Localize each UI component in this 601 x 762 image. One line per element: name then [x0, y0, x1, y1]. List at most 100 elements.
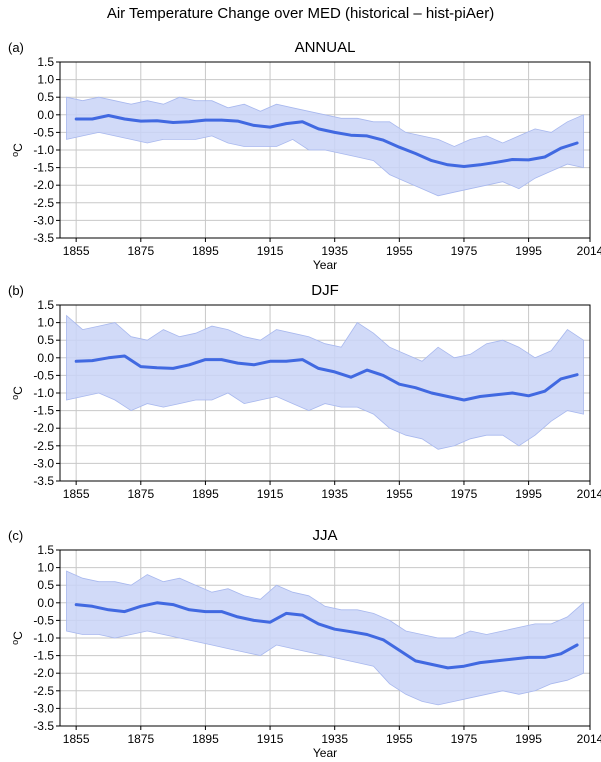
mean-point: [139, 365, 142, 368]
mean-point: [446, 163, 450, 166]
y-axis-title: oC: [10, 143, 25, 157]
y-tick-label: -1.0: [33, 386, 54, 400]
mean-point: [559, 377, 563, 381]
mean-point: [204, 118, 207, 122]
mean-point: [123, 117, 126, 121]
mean-point: [91, 359, 94, 362]
mean-point: [430, 663, 433, 666]
x-tick-label: 1855: [63, 487, 90, 501]
mean-point: [495, 393, 498, 396]
x-tick-label: 1875: [127, 732, 154, 746]
mean-point: [381, 638, 385, 641]
mean-point: [91, 117, 94, 121]
mean-point: [381, 138, 385, 142]
y-tick-label: -3.0: [33, 213, 54, 227]
y-axis-title-text: oC: [10, 143, 25, 157]
y-tick-label: -0.5: [33, 613, 54, 627]
mean-point: [511, 657, 514, 661]
mean-point: [478, 395, 482, 398]
mean-point: [575, 373, 579, 376]
mean-point: [398, 649, 401, 652]
mean-point: [462, 664, 466, 668]
y-tick-label: -3.5: [33, 231, 54, 245]
x-tick-label: 1895: [192, 732, 219, 746]
mean-point: [139, 119, 142, 123]
y-tick-label: 1.0: [37, 73, 54, 87]
mean-point: [220, 610, 223, 613]
mean-point: [430, 391, 433, 395]
y-tick-label: 0.5: [37, 578, 54, 592]
mean-point: [511, 391, 514, 395]
mean-point: [365, 134, 369, 138]
y-axis-title-text: oC: [10, 386, 25, 400]
mean-point: [171, 603, 175, 606]
mean-point: [575, 141, 579, 145]
mean-point: [107, 608, 110, 612]
mean-point: [349, 630, 353, 633]
mean-point: [139, 605, 142, 608]
mean-point: [381, 374, 385, 377]
x-tick-label: 1895: [192, 244, 219, 258]
mean-point: [398, 145, 401, 149]
x-tick-label: 1855: [63, 244, 90, 258]
mean-point: [543, 390, 546, 393]
spread-band: [66, 314, 584, 450]
panel-letter: (a): [8, 40, 24, 55]
mean-line: [74, 601, 579, 670]
mean-point: [107, 356, 110, 359]
mean-point: [268, 620, 272, 624]
mean-point: [285, 612, 288, 615]
mean-point: [317, 367, 320, 370]
unit-label: C: [11, 386, 25, 395]
mean-point: [74, 117, 78, 121]
mean-point: [317, 622, 320, 626]
mean-point: [236, 119, 239, 123]
mean-point: [204, 358, 207, 361]
mean-point: [495, 659, 498, 663]
mean-point: [123, 610, 126, 613]
x-tick-label: 1915: [257, 732, 284, 746]
mean-point: [575, 643, 579, 647]
panel-jja-chart: 1.5 1.0 0.5 0.0 -0.5 -1.0 -1.5 -2.0 -2.5 -3.0 -3.5…: [8, 527, 601, 760]
x-tick-label: 1895: [192, 487, 219, 501]
degree-sign: o: [10, 395, 20, 400]
y-tick-label: -1.0: [33, 143, 54, 157]
y-tick-label: -1.5: [33, 649, 54, 663]
mean-point: [365, 633, 369, 636]
x-tick-label: 1935: [321, 487, 348, 501]
mean-point: [74, 603, 78, 606]
degree-sign: o: [10, 640, 20, 645]
panel-annual-chart: 1.5 1.0 0.5 0.0 -0.5 -1.0 -1.5 -2.0 -2.5 -3.0 -3.5…: [8, 39, 601, 272]
y-tick-label: 0.0: [37, 351, 54, 365]
mean-point: [188, 120, 191, 124]
mean-point: [252, 124, 256, 127]
mean-point: [155, 601, 159, 604]
y-axis-title: oC: [10, 631, 25, 645]
figure-title: Air Temperature Change over MED (histori…: [106, 5, 495, 22]
panel-title: JJA: [312, 527, 337, 544]
x-tick-label: 1875: [127, 487, 154, 501]
degree-sign: o: [10, 152, 20, 157]
mean-point: [155, 119, 159, 122]
mean-point: [155, 366, 159, 369]
x-tick-label: 1975: [451, 732, 478, 746]
y-tick-label: 1.0: [37, 316, 54, 330]
mean-point: [414, 386, 417, 389]
mean-line: [74, 114, 579, 168]
mean-point: [317, 127, 320, 131]
y-tick-label: 0.0: [37, 596, 54, 610]
mean-point: [365, 368, 369, 372]
x-tick-label: 1975: [451, 244, 478, 258]
mean-point: [527, 656, 530, 659]
mean-point: [543, 656, 546, 659]
unit-label: C: [11, 143, 25, 152]
y-tick-label: -2.0: [33, 178, 54, 192]
x-tick-label: 1935: [321, 244, 348, 258]
y-tick-label: -0.5: [33, 125, 54, 139]
y-tick-label: -1.5: [33, 161, 54, 175]
x-tick-label: 1995: [515, 487, 542, 501]
y-tick-label: -0.5: [33, 368, 54, 382]
x-tick-label: 1975: [451, 487, 478, 501]
mean-point: [220, 358, 223, 361]
mean-point: [107, 114, 110, 117]
